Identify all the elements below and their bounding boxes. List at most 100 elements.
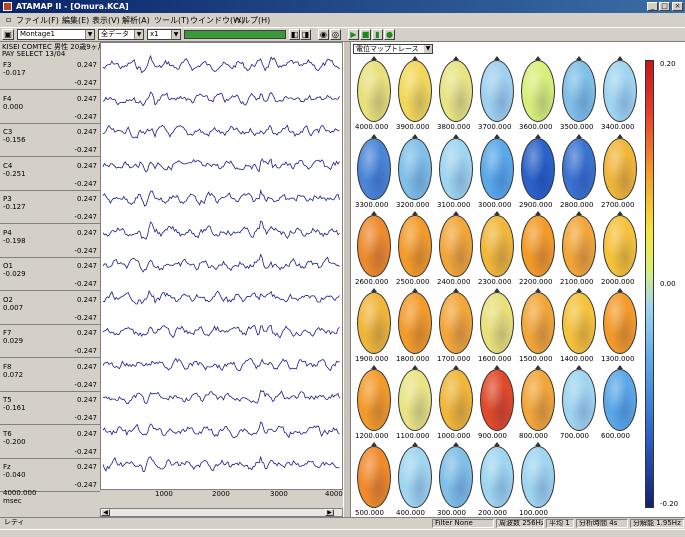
- topomap[interactable]: [521, 138, 555, 200]
- topomap[interactable]: [398, 138, 432, 200]
- topomap-time-label: 2800.000: [560, 201, 594, 209]
- open-montage-button[interactable]: ▣: [2, 29, 14, 40]
- channel-row[interactable]: T5 -0.161 0.247 -0.247: [0, 395, 100, 425]
- topomap-time-label: 700.000: [560, 432, 589, 440]
- channel-row[interactable]: C3 -0.156 0.247 -0.247: [0, 127, 100, 157]
- play-button[interactable]: ▶: [348, 29, 359, 40]
- topomap[interactable]: [562, 369, 596, 431]
- topomap[interactable]: [398, 60, 432, 122]
- topomap[interactable]: [439, 292, 473, 354]
- channel-scale-max: 0.247: [76, 94, 97, 103]
- topomap[interactable]: [398, 292, 432, 354]
- step-button[interactable]: ▮: [372, 29, 383, 40]
- channel-label-panel: KISEI COMTEC 男性 20歳9ヶ月 PAY SELECT 13/04 …: [0, 42, 105, 508]
- x-tick: 1000: [155, 490, 173, 498]
- scroll-right-icon[interactable]: ▶: [325, 509, 334, 516]
- montage-select[interactable]: Montage1 ▼: [17, 29, 95, 40]
- channel-scale-max: 0.247: [76, 262, 97, 270]
- topomap[interactable]: [398, 446, 432, 508]
- topomap[interactable]: [562, 215, 596, 277]
- taskbar-fragment: [0, 529, 685, 537]
- topomap[interactable]: [562, 138, 596, 200]
- channel-row[interactable]: O2 0.007 0.247 -0.247: [0, 295, 100, 325]
- topomap[interactable]: [357, 369, 391, 431]
- topomap[interactable]: [398, 215, 432, 277]
- topomap[interactable]: [357, 215, 391, 277]
- topomap[interactable]: [398, 369, 432, 431]
- topomap-time-label: 3100.000: [437, 201, 471, 209]
- head-nose-icon: [576, 288, 582, 292]
- topomap[interactable]: [439, 60, 473, 122]
- menu-help[interactable]: ヘルプ(H): [234, 16, 271, 25]
- topomap[interactable]: [562, 60, 596, 122]
- record-button[interactable]: ●: [384, 29, 395, 40]
- menu-window[interactable]: ウインドウ(W): [190, 16, 245, 25]
- topomap[interactable]: [603, 369, 637, 431]
- map-mode-select[interactable]: 電位マップトレース ▼: [353, 44, 433, 54]
- topomap[interactable]: [603, 292, 637, 354]
- topomap[interactable]: [357, 60, 391, 122]
- maximize-button[interactable]: □: [659, 2, 670, 11]
- menu-view[interactable]: 表示(V): [92, 16, 120, 25]
- topomap-time-label: 1800.000: [396, 355, 430, 363]
- topomap-time-label: 2500.000: [396, 278, 430, 286]
- close-button[interactable]: ×: [672, 2, 683, 11]
- channel-row[interactable]: T6 -0.200 0.247 -0.247: [0, 429, 100, 459]
- horizontal-scrollbar[interactable]: ◀ ▶: [100, 508, 343, 517]
- channel-row[interactable]: F4 0.000 0.247 -0.247: [0, 94, 100, 124]
- topomap[interactable]: [480, 369, 514, 431]
- menu-analysis[interactable]: 解析(A): [122, 16, 150, 25]
- topomap[interactable]: [603, 138, 637, 200]
- topomap[interactable]: [521, 60, 555, 122]
- channel-scale-max: 0.247: [76, 329, 97, 337]
- topomap[interactable]: [439, 446, 473, 508]
- channel-scale-max: 0.247: [76, 295, 97, 304]
- topomap[interactable]: [357, 292, 391, 354]
- topomap[interactable]: [521, 446, 555, 508]
- channel-row[interactable]: F7 0.029 0.247 -0.247: [0, 328, 100, 358]
- channel-row[interactable]: Fz -0.040 0.247 -0.247: [0, 462, 100, 492]
- channel-name: F7: [3, 329, 12, 337]
- topomap[interactable]: [480, 138, 514, 200]
- scale-select[interactable]: x1 ▼: [147, 29, 181, 40]
- menu-edit[interactable]: 編集(E): [62, 16, 90, 25]
- menu-tools[interactable]: ツール(T): [154, 16, 190, 25]
- topomap[interactable]: [439, 138, 473, 200]
- topomap[interactable]: [521, 369, 555, 431]
- data-select[interactable]: 全データ ▼: [98, 29, 144, 40]
- channel-row[interactable]: C4 -0.251 0.247 -0.247: [0, 161, 100, 191]
- topomap[interactable]: [480, 292, 514, 354]
- topomap[interactable]: [480, 446, 514, 508]
- eeg-trace-area[interactable]: [100, 42, 343, 490]
- minimize-button[interactable]: _: [647, 2, 658, 11]
- eeg-trace: [102, 455, 340, 473]
- x-tick: 3000: [270, 490, 288, 498]
- zoom-in-button[interactable]: ◨: [300, 29, 311, 40]
- topomap[interactable]: [562, 292, 596, 354]
- channel-row[interactable]: F8 0.072 0.247 -0.247: [0, 362, 100, 392]
- scroll-left-icon[interactable]: ◀: [101, 509, 110, 516]
- settings-button[interactable]: ◎: [330, 29, 341, 40]
- topomap[interactable]: [603, 60, 637, 122]
- topomap[interactable]: [603, 215, 637, 277]
- topomap[interactable]: [357, 446, 391, 508]
- menu-file[interactable]: ファイル(F): [16, 16, 59, 25]
- channel-row[interactable]: P3 -0.127 0.247 -0.247: [0, 194, 100, 224]
- x-tick: 4000: [325, 490, 343, 498]
- channel-row[interactable]: F3 -0.017 0.247 -0.247: [0, 60, 100, 90]
- panel-splitter[interactable]: [343, 42, 351, 517]
- topomap[interactable]: [480, 215, 514, 277]
- status-resolution: 分解能 1.95Hz: [630, 519, 684, 528]
- channel-scale-max: 0.247: [76, 228, 97, 237]
- map-button[interactable]: ◉: [318, 29, 329, 40]
- channel-row[interactable]: P4 -0.198 0.247 -0.247: [0, 228, 100, 258]
- zoom-out-button[interactable]: ◧: [289, 29, 300, 40]
- topomap[interactable]: [480, 60, 514, 122]
- topomap[interactable]: [521, 292, 555, 354]
- topomap[interactable]: [521, 215, 555, 277]
- channel-row[interactable]: O1 -0.029 0.247 -0.247: [0, 261, 100, 291]
- stop-button[interactable]: ■: [360, 29, 371, 40]
- topomap[interactable]: [357, 138, 391, 200]
- topomap[interactable]: [439, 369, 473, 431]
- topomap[interactable]: [439, 215, 473, 277]
